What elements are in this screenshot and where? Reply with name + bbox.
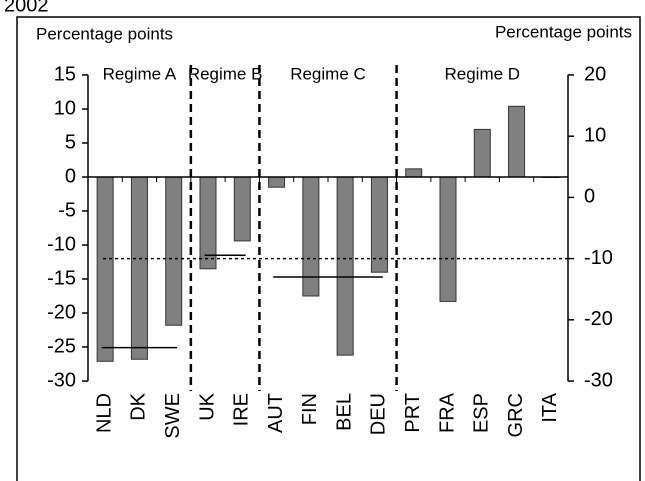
bar — [130, 176, 148, 360]
bar — [508, 105, 526, 178]
y2-tick-label: 0 — [584, 186, 595, 208]
x-tick-label: GRC — [505, 393, 527, 437]
x-tick-label: IRE — [231, 393, 253, 426]
y2-tick-label: -10 — [584, 247, 613, 269]
y2-tick-label: 20 — [584, 63, 606, 85]
x-tick-label: PRT — [402, 393, 424, 433]
x-tick-label: DEU — [368, 393, 390, 435]
x-tick-label: BEL — [333, 393, 355, 431]
y-tick-label: 0 — [65, 165, 76, 187]
y-tick-label: -20 — [47, 301, 76, 323]
bar — [268, 176, 286, 188]
x-tick-label: ITA — [539, 392, 561, 422]
x-tick-label: SWE — [162, 393, 184, 439]
bar — [439, 176, 457, 302]
y-tick-label: -15 — [47, 267, 76, 289]
y-tick-label: -10 — [47, 233, 76, 255]
bar — [96, 176, 114, 362]
y-tick-label: 5 — [65, 131, 76, 153]
y-tick-label: 10 — [54, 97, 76, 119]
bar — [405, 168, 423, 178]
regime-label: Regime C — [290, 64, 366, 83]
y2-tick-label: -30 — [584, 369, 613, 391]
x-tick-label: FIN — [299, 393, 321, 425]
bar — [473, 128, 491, 178]
x-tick-label: AUT — [265, 393, 287, 433]
chart-title: 2002 — [4, 0, 49, 16]
bar — [302, 176, 320, 297]
regime-label: Regime A — [103, 64, 177, 83]
y2-axis-label: Percentage points — [495, 22, 632, 41]
bar — [233, 176, 251, 242]
x-tick-label: NLD — [93, 393, 115, 433]
y-tick-label: -25 — [47, 335, 76, 357]
y-tick-label: -30 — [47, 369, 76, 391]
x-tick-label: UK — [196, 392, 218, 420]
x-tick-label: DK — [128, 392, 150, 420]
y-tick-label: 15 — [54, 63, 76, 85]
x-tick-label: FRA — [436, 392, 458, 433]
bar — [165, 176, 183, 326]
bar — [336, 176, 354, 356]
regime-label: Regime B — [188, 64, 263, 83]
regime-label: Regime D — [444, 64, 520, 83]
y2-tick-label: -20 — [584, 308, 613, 330]
y2-tick-label: 10 — [584, 124, 606, 146]
frame — [16, 16, 641, 481]
y-axis-label: Percentage points — [36, 24, 173, 43]
y-tick-label: -5 — [58, 199, 76, 221]
x-tick-label: ESP — [471, 393, 493, 433]
